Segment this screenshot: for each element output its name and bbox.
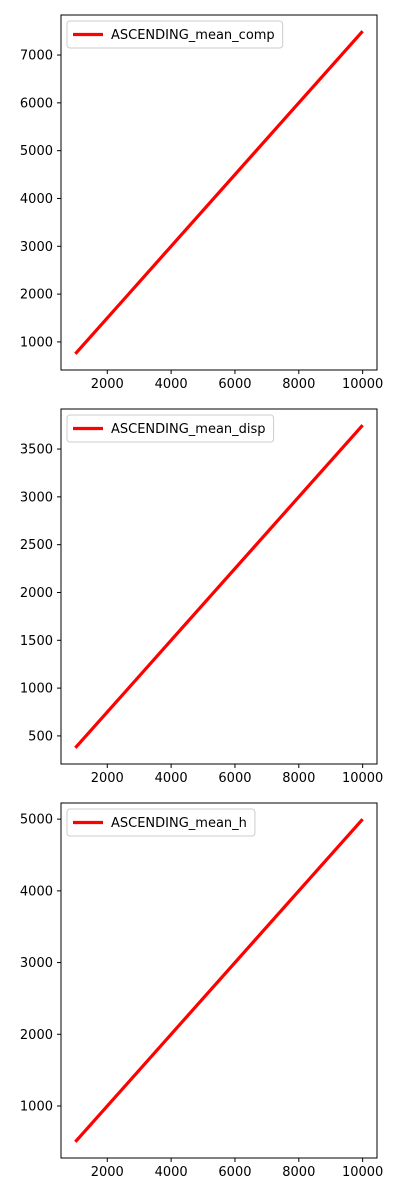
chart-panel-3: 2000 4000 6000 8000 10000 1000 2000 3000 4000 500…	[20, 802, 383, 1180]
y-tick-label: 1000	[20, 1100, 53, 1115]
y-tick-label: 3000	[20, 956, 53, 971]
y-tick-label: 3500	[20, 443, 53, 458]
y-tick-label: 5000	[20, 144, 53, 159]
x-tick-label: 4000	[155, 771, 188, 786]
chart-panel-1: 2000 4000 6000 8000 10000 1000 2000 3000 4000 500…	[20, 14, 383, 392]
y-tick-label: 7000	[20, 49, 53, 64]
x-tick-label: 10000	[342, 771, 383, 786]
y-tick-label: 4000	[20, 192, 53, 207]
legend-box	[66, 414, 275, 443]
axes-frame	[60, 408, 378, 765]
y-tick-label: 1000	[20, 335, 53, 350]
y-tick-label: 3000	[20, 240, 53, 255]
x-tick-label: 6000	[218, 377, 251, 392]
x-tick-label: 6000	[218, 1165, 251, 1180]
y-tick-label: 3000	[20, 490, 53, 505]
x-tick-label: 8000	[282, 377, 315, 392]
x-tick-label: 2000	[91, 771, 124, 786]
x-tick-label: 6000	[218, 771, 251, 786]
y-tick-label: 4000	[20, 884, 53, 899]
y-tick-label: 6000	[20, 96, 53, 111]
series-line	[74, 30, 364, 355]
x-tick-label: 10000	[342, 377, 383, 392]
y-tick-label: 2000	[20, 288, 53, 303]
y-tick-label: 2500	[20, 538, 53, 553]
series-line	[74, 424, 364, 749]
x-tick-label: 4000	[155, 377, 188, 392]
chart-panel-2: 2000 4000 6000 8000 10000 500 1000 1500 2000 2500…	[20, 408, 383, 786]
y-tick-label: 500	[28, 729, 53, 744]
y-tick-label: 1000	[20, 682, 53, 697]
y-tick-label: 5000	[20, 813, 53, 828]
legend-label: ASCENDING_mean_h	[111, 816, 247, 831]
x-tick-label: 2000	[91, 1165, 124, 1180]
legend: ASCENDING_mean_disp	[66, 414, 275, 443]
x-tick-label: 2000	[91, 377, 124, 392]
axes-frame	[60, 14, 378, 371]
series-line	[74, 818, 364, 1143]
y-tick-label: 2000	[20, 1028, 53, 1043]
legend: ASCENDING_mean_h	[66, 808, 256, 837]
y-tick-label: 2000	[20, 586, 53, 601]
legend: ASCENDING_mean_comp	[66, 20, 284, 49]
x-tick-label: 8000	[282, 771, 315, 786]
y-tick-label: 1500	[20, 634, 53, 649]
legend-label: ASCENDING_mean_comp	[111, 28, 275, 43]
legend-box	[66, 808, 256, 837]
x-tick-label: 10000	[342, 1165, 383, 1180]
axes-frame	[60, 802, 378, 1159]
x-tick-label: 4000	[155, 1165, 188, 1180]
x-tick-label: 8000	[282, 1165, 315, 1180]
legend-box	[66, 20, 284, 49]
legend-label: ASCENDING_mean_disp	[111, 422, 266, 437]
